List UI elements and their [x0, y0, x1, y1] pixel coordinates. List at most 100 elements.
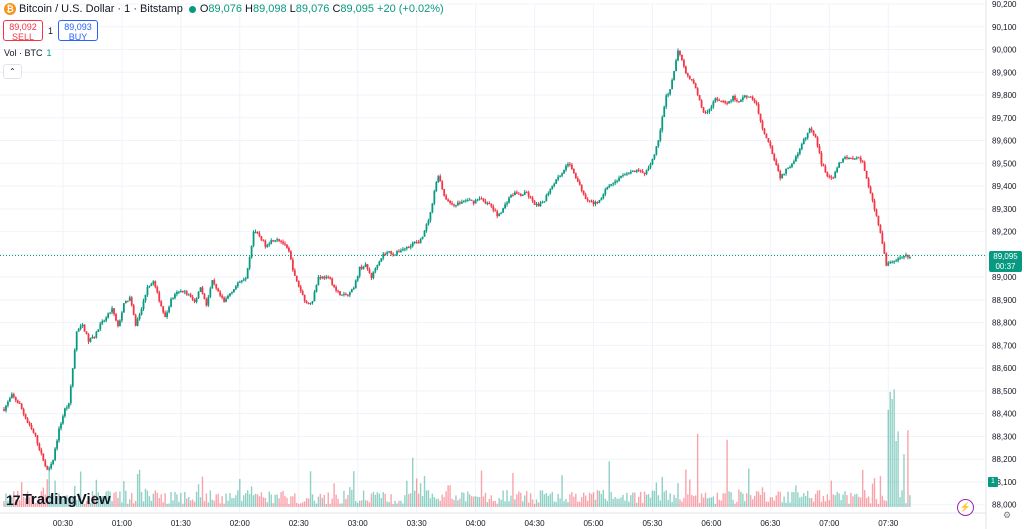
- volume-bar: [502, 490, 504, 507]
- volume-bar: [172, 500, 174, 507]
- volume-bar: [366, 500, 369, 507]
- candle-body: [836, 167, 839, 173]
- volume-bar: [693, 496, 695, 507]
- candle-body: [907, 254, 909, 258]
- collapse-chevron-up-icon[interactable]: ⌃: [3, 64, 22, 79]
- sell-button[interactable]: 89,092 SELL: [3, 20, 43, 42]
- candle-body: [659, 130, 662, 141]
- candle-body: [879, 224, 882, 233]
- volume-bar: [622, 494, 624, 507]
- volume-bar: [262, 497, 265, 507]
- volume-bar: [36, 500, 39, 507]
- volume-bar: [219, 503, 221, 507]
- volume-bar: [353, 471, 355, 507]
- candle-body: [592, 201, 595, 205]
- volume-bar: [449, 485, 451, 507]
- y-tick-label: 88,600: [992, 364, 1017, 373]
- volume-bar: [252, 495, 255, 507]
- candle-body: [710, 106, 713, 109]
- x-tick-label: 01:00: [112, 519, 133, 528]
- volume-bar: [559, 498, 561, 507]
- volume-bar: [871, 483, 874, 507]
- gear-icon[interactable]: ⚙: [1002, 510, 1012, 520]
- candle-body: [421, 236, 424, 240]
- candle-body: [331, 278, 334, 285]
- candle-body: [830, 176, 833, 178]
- candle-body: [649, 163, 652, 168]
- candle-body: [348, 292, 351, 296]
- volume-bar: [402, 503, 404, 507]
- volume-bar: [362, 490, 365, 507]
- volume-bar: [771, 497, 774, 507]
- volume-bar: [681, 501, 683, 507]
- candle-body: [816, 137, 819, 147]
- candle-body: [527, 192, 530, 197]
- volume-bar: [714, 503, 717, 507]
- volume-bar: [730, 492, 732, 507]
- candle-body: [582, 191, 585, 195]
- volume-bar: [315, 503, 318, 507]
- candle-body: [781, 174, 784, 179]
- volume-bar: [60, 498, 62, 507]
- volume-bar: [237, 490, 239, 507]
- candle-body: [10, 394, 13, 399]
- candle-body: [65, 407, 68, 409]
- volume-bar: [3, 501, 5, 507]
- volume-bar: [467, 491, 469, 507]
- volume-bar: [520, 492, 522, 507]
- y-tick-label: 88,800: [992, 319, 1017, 328]
- lightning-icon[interactable]: ⚡: [957, 499, 974, 516]
- volume-bar: [636, 502, 638, 507]
- volume-bar: [246, 490, 249, 507]
- volume-bar: [223, 503, 225, 507]
- volume-bar: [382, 492, 384, 507]
- candle-body: [765, 133, 768, 139]
- candle-body: [602, 194, 605, 199]
- volume-bar: [763, 492, 766, 507]
- candle-body: [213, 280, 216, 285]
- volume-bar: [134, 500, 137, 507]
- buy-button[interactable]: 89,093 BUY: [58, 20, 98, 42]
- volume-bar: [99, 497, 101, 507]
- candle-body: [736, 99, 738, 102]
- volume-bar: [83, 503, 86, 507]
- candle-body: [117, 320, 119, 327]
- candle-body: [97, 329, 100, 333]
- x-tick-label: 06:00: [701, 519, 722, 528]
- tradingview-wordmark: TradingView: [22, 491, 111, 508]
- volume-bar: [862, 469, 864, 507]
- candle-body: [111, 308, 113, 313]
- candle-body: [637, 169, 640, 171]
- volume-bar: [461, 492, 463, 507]
- volume-bar: [447, 485, 449, 507]
- tradingview-logo[interactable]: 17 TradingView: [6, 491, 111, 508]
- candle-body: [453, 204, 455, 206]
- symbol-title[interactable]: Bitcoin / U.S. Dollar · 1 · Bitstamp: [19, 3, 183, 15]
- volume-bar: [48, 468, 50, 507]
- candle-body: [702, 107, 705, 113]
- candle-body: [521, 194, 524, 196]
- candle-body: [708, 108, 711, 112]
- volume-bar: [488, 499, 491, 507]
- candle-body: [775, 160, 778, 165]
- volume-bar: [9, 494, 11, 507]
- candle-body: [364, 264, 367, 267]
- candle-body: [741, 97, 744, 101]
- volume-bar: [541, 490, 544, 507]
- volume-bar: [492, 501, 494, 507]
- candle-body: [537, 203, 540, 207]
- candle-body: [482, 198, 485, 201]
- volume-bar: [125, 490, 127, 507]
- y-tick-label: 89,600: [992, 137, 1017, 146]
- candle-body: [769, 141, 772, 147]
- candle-body: [433, 191, 436, 204]
- volume-bar: [307, 498, 310, 507]
- volume-bar: [907, 430, 909, 507]
- candle-body: [73, 349, 76, 369]
- volume-bar: [439, 500, 441, 507]
- volume-bar: [524, 495, 526, 507]
- candle-body: [895, 260, 898, 262]
- candle-body: [667, 93, 670, 96]
